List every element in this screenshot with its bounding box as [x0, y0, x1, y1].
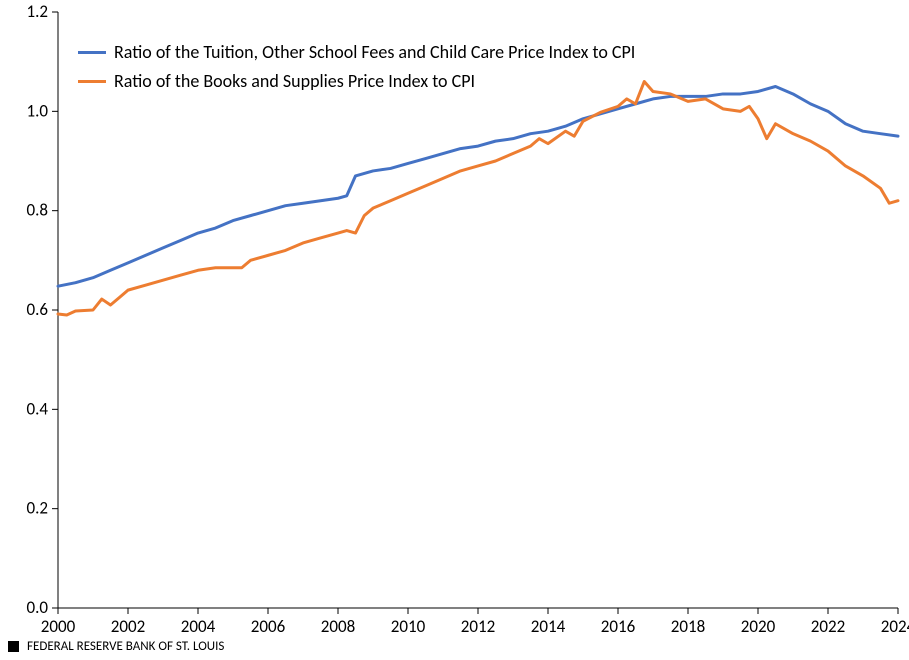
svg-text:2012: 2012 [461, 616, 495, 637]
svg-text:2010: 2010 [391, 616, 426, 637]
svg-text:2014: 2014 [531, 616, 566, 637]
svg-text:0.4: 0.4 [26, 398, 48, 419]
svg-text:2008: 2008 [321, 616, 355, 637]
legend: Ratio of the Tuition, Other School Fees … [78, 38, 635, 96]
legend-entry-tuition: Ratio of the Tuition, Other School Fees … [78, 38, 635, 67]
svg-text:2006: 2006 [251, 616, 286, 637]
svg-text:2002: 2002 [111, 616, 145, 637]
line-chart: 0.0 0.2 0.4 0.6 0.8 1.0 1.2 2000 2002 2004 2006 200… [0, 0, 909, 660]
legend-label: Ratio of the Tuition, Other School Fees … [114, 38, 635, 67]
legend-swatch [78, 80, 106, 83]
legend-entry-books: Ratio of the Books and Supplies Price In… [78, 67, 635, 96]
svg-text:2016: 2016 [601, 616, 636, 637]
footer-mark [8, 641, 19, 652]
svg-text:0.6: 0.6 [26, 299, 48, 320]
legend-label: Ratio of the Books and Supplies Price In… [114, 67, 475, 96]
legend-swatch [78, 51, 106, 54]
svg-text:1.0: 1.0 [26, 100, 48, 121]
svg-text:1.2: 1.2 [26, 1, 48, 22]
chart-container: 0.0 0.2 0.4 0.6 0.8 1.0 1.2 2000 2002 2004 2006 200… [0, 0, 909, 660]
svg-text:2000: 2000 [41, 616, 76, 637]
footer-label: FEDERAL RESERVE BANK OF ST. LOUIS [27, 639, 224, 654]
svg-text:0.2: 0.2 [26, 498, 48, 519]
svg-text:0.0: 0.0 [26, 597, 48, 618]
footer-attribution: FEDERAL RESERVE BANK OF ST. LOUIS [8, 639, 224, 654]
svg-text:2024: 2024 [881, 616, 909, 637]
svg-text:2018: 2018 [671, 616, 705, 637]
svg-text:0.8: 0.8 [26, 200, 48, 221]
svg-text:2020: 2020 [741, 616, 776, 637]
svg-text:2004: 2004 [181, 616, 216, 637]
svg-text:2022: 2022 [811, 616, 845, 637]
